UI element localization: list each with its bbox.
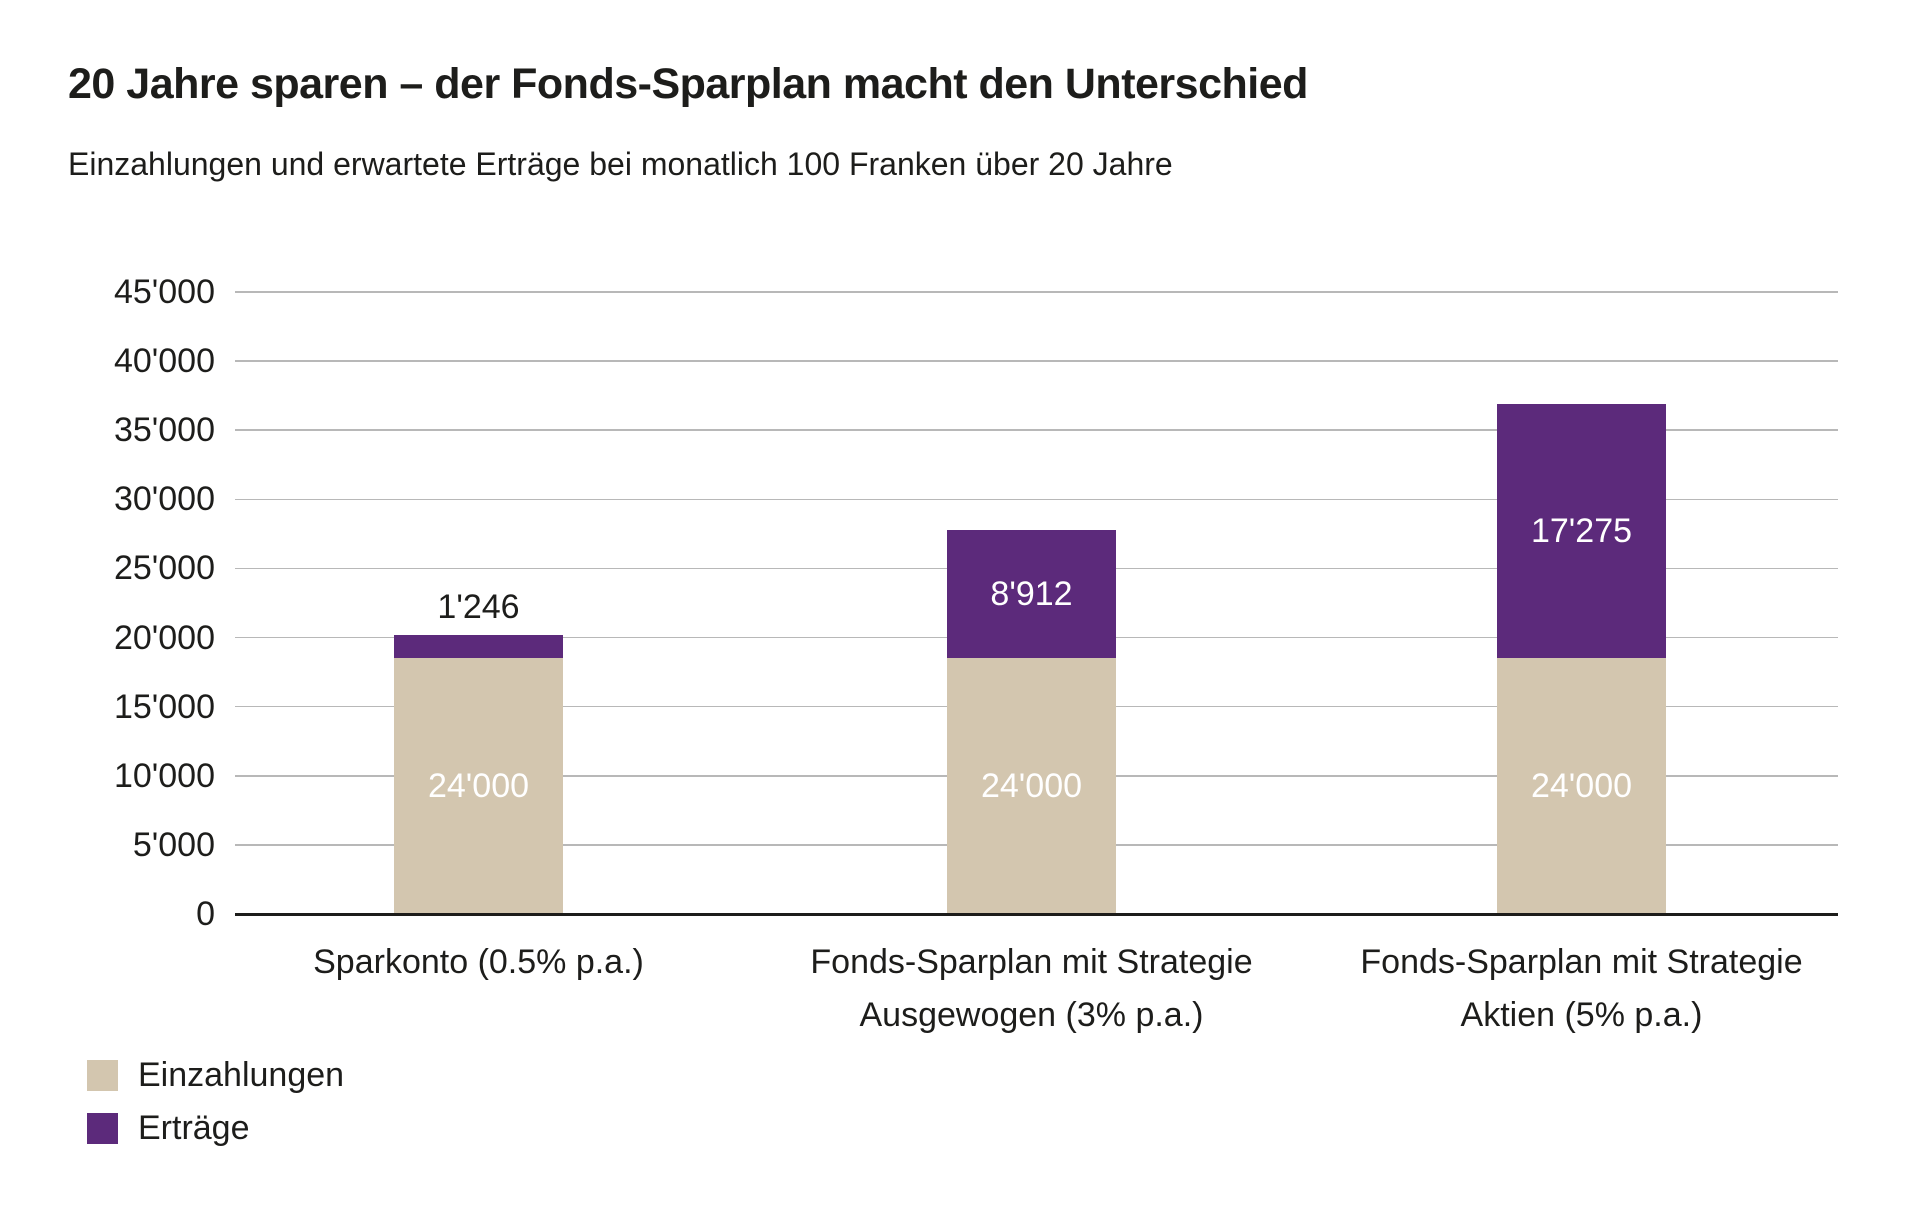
y-axis-tick-label: 0 — [196, 895, 215, 933]
x-axis-category-line: Fonds-Sparplan mit Strategie — [1360, 943, 1803, 981]
bar-segment-einzahlungen-1 — [947, 658, 1116, 914]
x-axis-baseline — [235, 912, 1838, 916]
gridline — [235, 291, 1838, 293]
legend-label: Erträge — [138, 1109, 250, 1147]
bar-value-label-ertraege-1: 8'912 — [990, 574, 1073, 613]
legend-item-einzahlungen: Einzahlungen — [87, 1056, 345, 1094]
y-axis-tick-label: 10'000 — [113, 756, 215, 795]
gridline — [235, 360, 1838, 362]
x-axis-category-line: Sparkonto (0.5% p.a.) — [313, 943, 644, 981]
bar-segment-einzahlungen-0 — [394, 658, 563, 914]
x-axis-category-line: Ausgewogen (3% p.a.) — [859, 996, 1204, 1034]
bar-segment-einzahlungen-2 — [1497, 658, 1666, 914]
bar-segment-ertraege-2 — [1497, 403, 1666, 659]
x-axis-category-line: Aktien (5% p.a.) — [1460, 996, 1703, 1034]
y-axis-tick-label: 20'000 — [113, 618, 215, 657]
y-axis-tick-label: 40'000 — [113, 342, 215, 381]
chart-subtitle: Einzahlungen und erwartete Erträge bei m… — [68, 146, 1173, 182]
legend-swatch — [87, 1059, 118, 1091]
y-axis-tick-label: 35'000 — [113, 411, 215, 450]
gridline — [235, 498, 1838, 501]
bar-value-label-einzahlungen-1: 24'000 — [980, 766, 1083, 805]
x-axis-category-label-2: Fonds-Sparplan mit Strategie Aktien (5% p… — [1272, 936, 1892, 1042]
bar-segment-ertraege-0 — [394, 635, 563, 659]
y-axis-tick-label: 15'000 — [113, 687, 215, 726]
y-axis-tick-label: 5'000 — [132, 825, 215, 864]
gridline — [235, 429, 1838, 431]
legend-label: Einzahlungen — [138, 1056, 345, 1094]
legend-item-ertraege: Erträge — [87, 1109, 250, 1147]
chart-title: 20 Jahre sparen – der Fonds-Sparplan mac… — [68, 60, 1308, 108]
legend-swatch — [87, 1112, 118, 1144]
x-axis-category-line: Fonds-Sparplan mit Strategie — [810, 943, 1253, 981]
y-axis-tick-label: 25'000 — [113, 549, 215, 588]
bar-value-label-ertraege-2: 17'275 — [1530, 511, 1633, 550]
bar-value-label-ertraege-0: 1'246 — [437, 587, 520, 626]
x-axis-category-label-0: Sparkonto (0.5% p.a.) — [169, 936, 789, 989]
bar-value-label-einzahlungen-0: 24'000 — [427, 766, 530, 805]
bar-value-label-einzahlungen-2: 24'000 — [1530, 766, 1633, 805]
x-axis-category-label-1: Fonds-Sparplan mit Strategie Ausgewogen (… — [722, 936, 1342, 1042]
bar-segment-ertraege-1 — [947, 530, 1116, 659]
y-axis-tick-label: 30'000 — [113, 480, 215, 519]
y-axis-tick-label: 45'000 — [113, 273, 215, 311]
